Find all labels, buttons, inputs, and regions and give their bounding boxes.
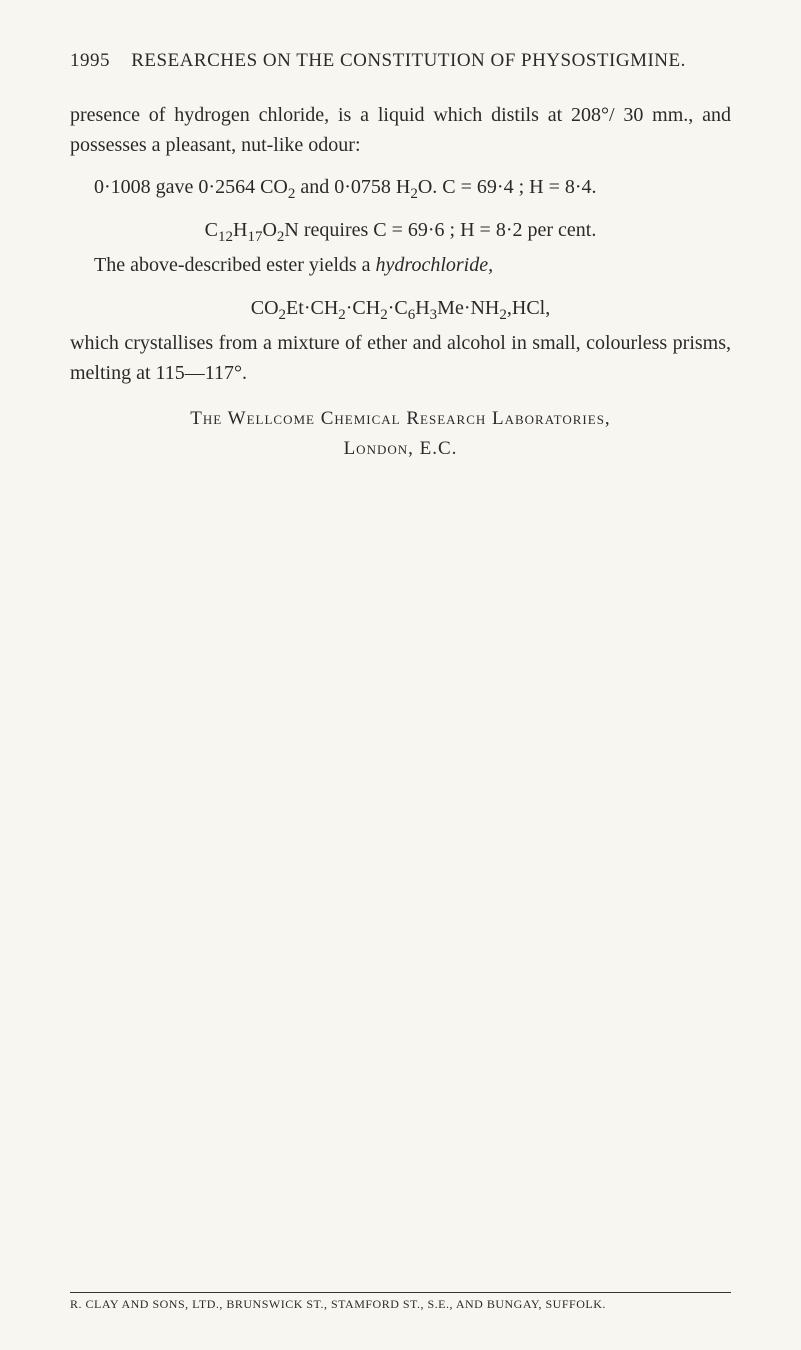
p1-text: presence of hydrogen chloride, is a liqu… [70,104,731,156]
fb: Et·CH [286,297,338,319]
paragraph-1: presence of hydrogen chloride, is a liqu… [70,100,731,160]
affiliation-line2: London, E.C. [70,434,731,464]
p2e: H [233,219,247,241]
sub-2e: 2 [338,307,346,323]
p2f: O [262,219,276,241]
sub-2f: 2 [380,307,388,323]
p2g: N requires C = 69·6 ; H = 8·2 per cent. [284,219,596,241]
p2d: C [205,219,218,241]
p4-text: which crystallises from a mixture of eth… [70,332,731,384]
sub-17: 17 [247,229,262,245]
ff: Me·NH [437,297,499,319]
sub-2d: 2 [279,307,287,323]
fg: ,HCl, [507,297,550,319]
paragraph-2-line1: 0·1008 gave 0·2564 CO2 and 0·0758 H2O. C… [70,172,731,202]
fe: H [415,297,429,319]
fa: CO [251,297,279,319]
p2b: and 0·0758 H [295,176,410,198]
paragraph-3: The above-described ester yields a hydro… [70,250,731,280]
p2c: O. C = 69·4 ; H = 8·4. [418,176,597,198]
fc: ·CH [346,297,380,319]
page-number: 1995 [70,50,110,71]
sub-2g: 2 [499,307,507,323]
affiliation-block: The Wellcome Chemical Research Laborator… [70,404,731,465]
sub-12: 12 [218,229,233,245]
sub-2b: 2 [410,186,418,202]
affiliation-line1: The Wellcome Chemical Research Laborator… [70,404,731,434]
paragraph-4: which crystallises from a mixture of eth… [70,328,731,388]
p3a: The above-described ester yields a [94,254,376,276]
p2a: 0·1008 gave 0·2564 CO [94,176,288,198]
footer-text: R. CLAY AND SONS, LTD., BRUNSWICK ST., S… [70,1297,606,1311]
paragraph-2-line2: C12H17O2N requires C = 69·6 ; H = 8·2 pe… [70,214,731,246]
page-header: 1995 RESEARCHES ON THE CONSTITUTION OF P… [70,50,731,72]
paragraph-3-formula: CO2Et·CH2·CH2·C6H3Me·NH2,HCl, [70,292,731,324]
p3-italic: hydrochloride, [376,254,494,276]
fd: ·C [388,297,408,319]
footer: R. CLAY AND SONS, LTD., BRUNSWICK ST., S… [70,1292,731,1312]
header-title: RESEARCHES ON THE CONSTITUTION OF PHYSOS… [131,50,686,71]
